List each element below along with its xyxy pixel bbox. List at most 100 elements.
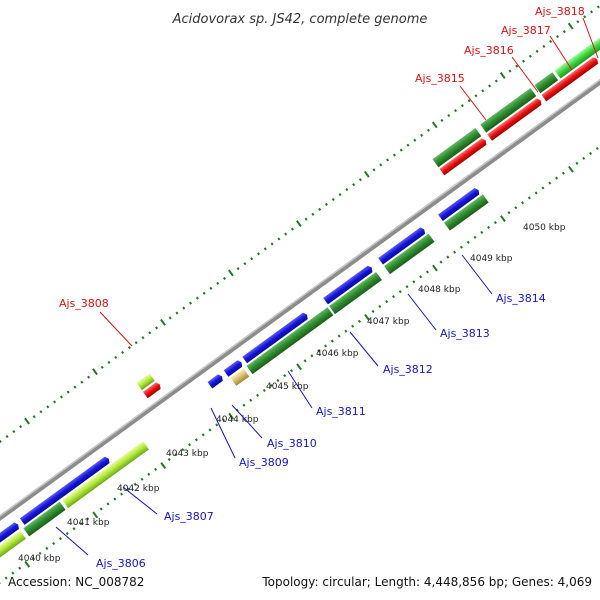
minor-tick — [398, 290, 402, 294]
minor-tick — [338, 192, 342, 197]
gene-label-ajs-3811[interactable]: Ajs_3811 — [316, 405, 366, 418]
minor-tick — [487, 225, 491, 230]
minor-tick — [222, 418, 226, 422]
gene-bar-ajs-3816[interactable] — [480, 88, 537, 133]
minor-tick — [208, 428, 212, 432]
gene-bar-ajs-3818[interactable] — [554, 29, 600, 79]
forward-gene-row — [0, 194, 489, 573]
gene-bar-ajs-3815[interactable] — [432, 128, 482, 168]
minor-tick — [100, 365, 104, 369]
minor-tick — [79, 522, 83, 526]
gene-bar-ajs-3808[interactable] — [136, 373, 155, 391]
kbp-labels: 4040 kbp 4041 kbp 4042 kbp 4043 kbp 4044… — [18, 223, 566, 564]
leader-line — [582, 17, 599, 59]
minor-tick — [250, 257, 254, 261]
minor-tick — [535, 49, 539, 53]
minor-tick — [507, 211, 511, 215]
gene-label-ajs-3812[interactable]: Ajs_3812 — [383, 363, 433, 376]
minor-tick — [317, 349, 321, 353]
gene-label-ajs-3807[interactable]: Ajs_3807 — [164, 510, 214, 523]
gene-bar-ajs-3813[interactable] — [384, 233, 435, 275]
gene-bar-ajs-3810[interactable] — [230, 368, 250, 386]
gene-label-ajs-3810[interactable]: Ajs_3810 — [267, 437, 317, 450]
minor-tick — [284, 232, 288, 236]
minor-tick — [73, 385, 77, 389]
gene-bar-ajs-3807[interactable] — [62, 441, 149, 509]
minor-tick — [508, 69, 512, 73]
minor-tick — [392, 153, 396, 157]
gene-bar-ajs-3806b[interactable] — [23, 501, 66, 537]
gene-label-ajs-3815[interactable]: Ajs_3815 — [415, 72, 465, 85]
cds-arrow-ajs-3809a[interactable] — [207, 373, 225, 389]
cds-arrow-ajs-3815[interactable] — [439, 137, 488, 176]
gene-label-ajs-3816[interactable]: Ajs_3816 — [464, 44, 514, 57]
minor-tick — [522, 59, 526, 63]
minor-tick — [453, 250, 457, 254]
minor-tick — [209, 286, 213, 290]
cds-arrow-ajs-3808[interactable] — [142, 381, 162, 399]
minor-tick — [65, 532, 69, 536]
minor-tick — [174, 453, 178, 457]
cds-arrow-ajs-3814[interactable] — [438, 187, 481, 221]
leader-line — [122, 486, 158, 515]
minor-tick — [555, 176, 559, 180]
leader-line — [231, 404, 263, 439]
minor-tick — [352, 183, 356, 187]
minor-tick — [412, 280, 416, 284]
gene-bar-ajs-3814[interactable] — [443, 194, 489, 231]
cds-arrow-ajs-3811[interactable] — [242, 311, 309, 364]
minor-tick — [133, 482, 137, 486]
minor-tick — [357, 319, 361, 323]
minor-tick — [243, 262, 247, 266]
minor-tick — [53, 400, 57, 404]
gene-label-ajs-3808[interactable]: Ajs_3808 — [59, 297, 109, 310]
minor-tick — [262, 388, 266, 392]
minor-tick — [331, 197, 335, 202]
gene-bar-ajs-3811[interactable] — [246, 307, 334, 375]
minor-tick — [330, 339, 334, 343]
minor-tick — [215, 423, 219, 427]
minor-tick — [528, 54, 532, 58]
minor-tick — [318, 207, 322, 211]
minor-tick — [249, 398, 253, 402]
minor-tick — [344, 329, 348, 333]
reverse-cds-row — [142, 56, 600, 399]
minor-tick — [5, 434, 9, 439]
gene-label-ajs-3813[interactable]: Ajs_3813 — [440, 327, 490, 340]
gene-label-ajs-3806[interactable]: Ajs_3806 — [96, 557, 146, 570]
minor-tick — [323, 344, 328, 348]
minor-tick — [549, 39, 553, 44]
minor-tick — [175, 311, 179, 315]
gene-label-ajs-3818[interactable]: Ajs_3818 — [535, 5, 585, 18]
minor-tick — [419, 275, 423, 279]
minor-tick — [86, 517, 90, 521]
leader-line — [549, 35, 573, 71]
leader-line — [407, 293, 437, 331]
minor-tick — [154, 467, 158, 471]
cds-arrow-ajs-3812[interactable] — [323, 264, 374, 305]
minor-tick — [548, 181, 552, 185]
minor-tick — [541, 186, 545, 190]
cds-arrow-ajs-3817[interactable] — [541, 56, 600, 102]
leader-line — [287, 370, 313, 409]
cds-arrow-ajs-3813[interactable] — [378, 226, 426, 265]
minor-tick — [493, 220, 497, 225]
cds-arrow-ajs-3807[interactable] — [19, 455, 111, 525]
minor-tick — [127, 346, 131, 350]
cds-arrow-ajs-3809b[interactable] — [223, 359, 244, 377]
gene-label-ajs-3809[interactable]: Ajs_3809 — [239, 456, 289, 469]
cds-arrow-ajs-3816[interactable] — [487, 97, 543, 141]
gene-label-ajs-3814[interactable]: Ajs_3814 — [496, 292, 546, 305]
cds-arrow-ajs-3806[interactable] — [0, 521, 21, 564]
gene-bar-ajs-3806[interactable] — [0, 530, 26, 573]
gene-bar-ajs-3817[interactable] — [534, 72, 559, 94]
gene-bar-ajs-3812[interactable] — [329, 271, 382, 315]
minor-tick — [276, 378, 280, 383]
minor-tick — [454, 109, 458, 113]
gene-label-ajs-3817[interactable]: Ajs_3817 — [501, 24, 551, 37]
minor-tick — [596, 5, 600, 9]
leader-lines — [55, 17, 599, 556]
minor-tick — [59, 395, 63, 399]
minor-tick — [269, 383, 273, 388]
